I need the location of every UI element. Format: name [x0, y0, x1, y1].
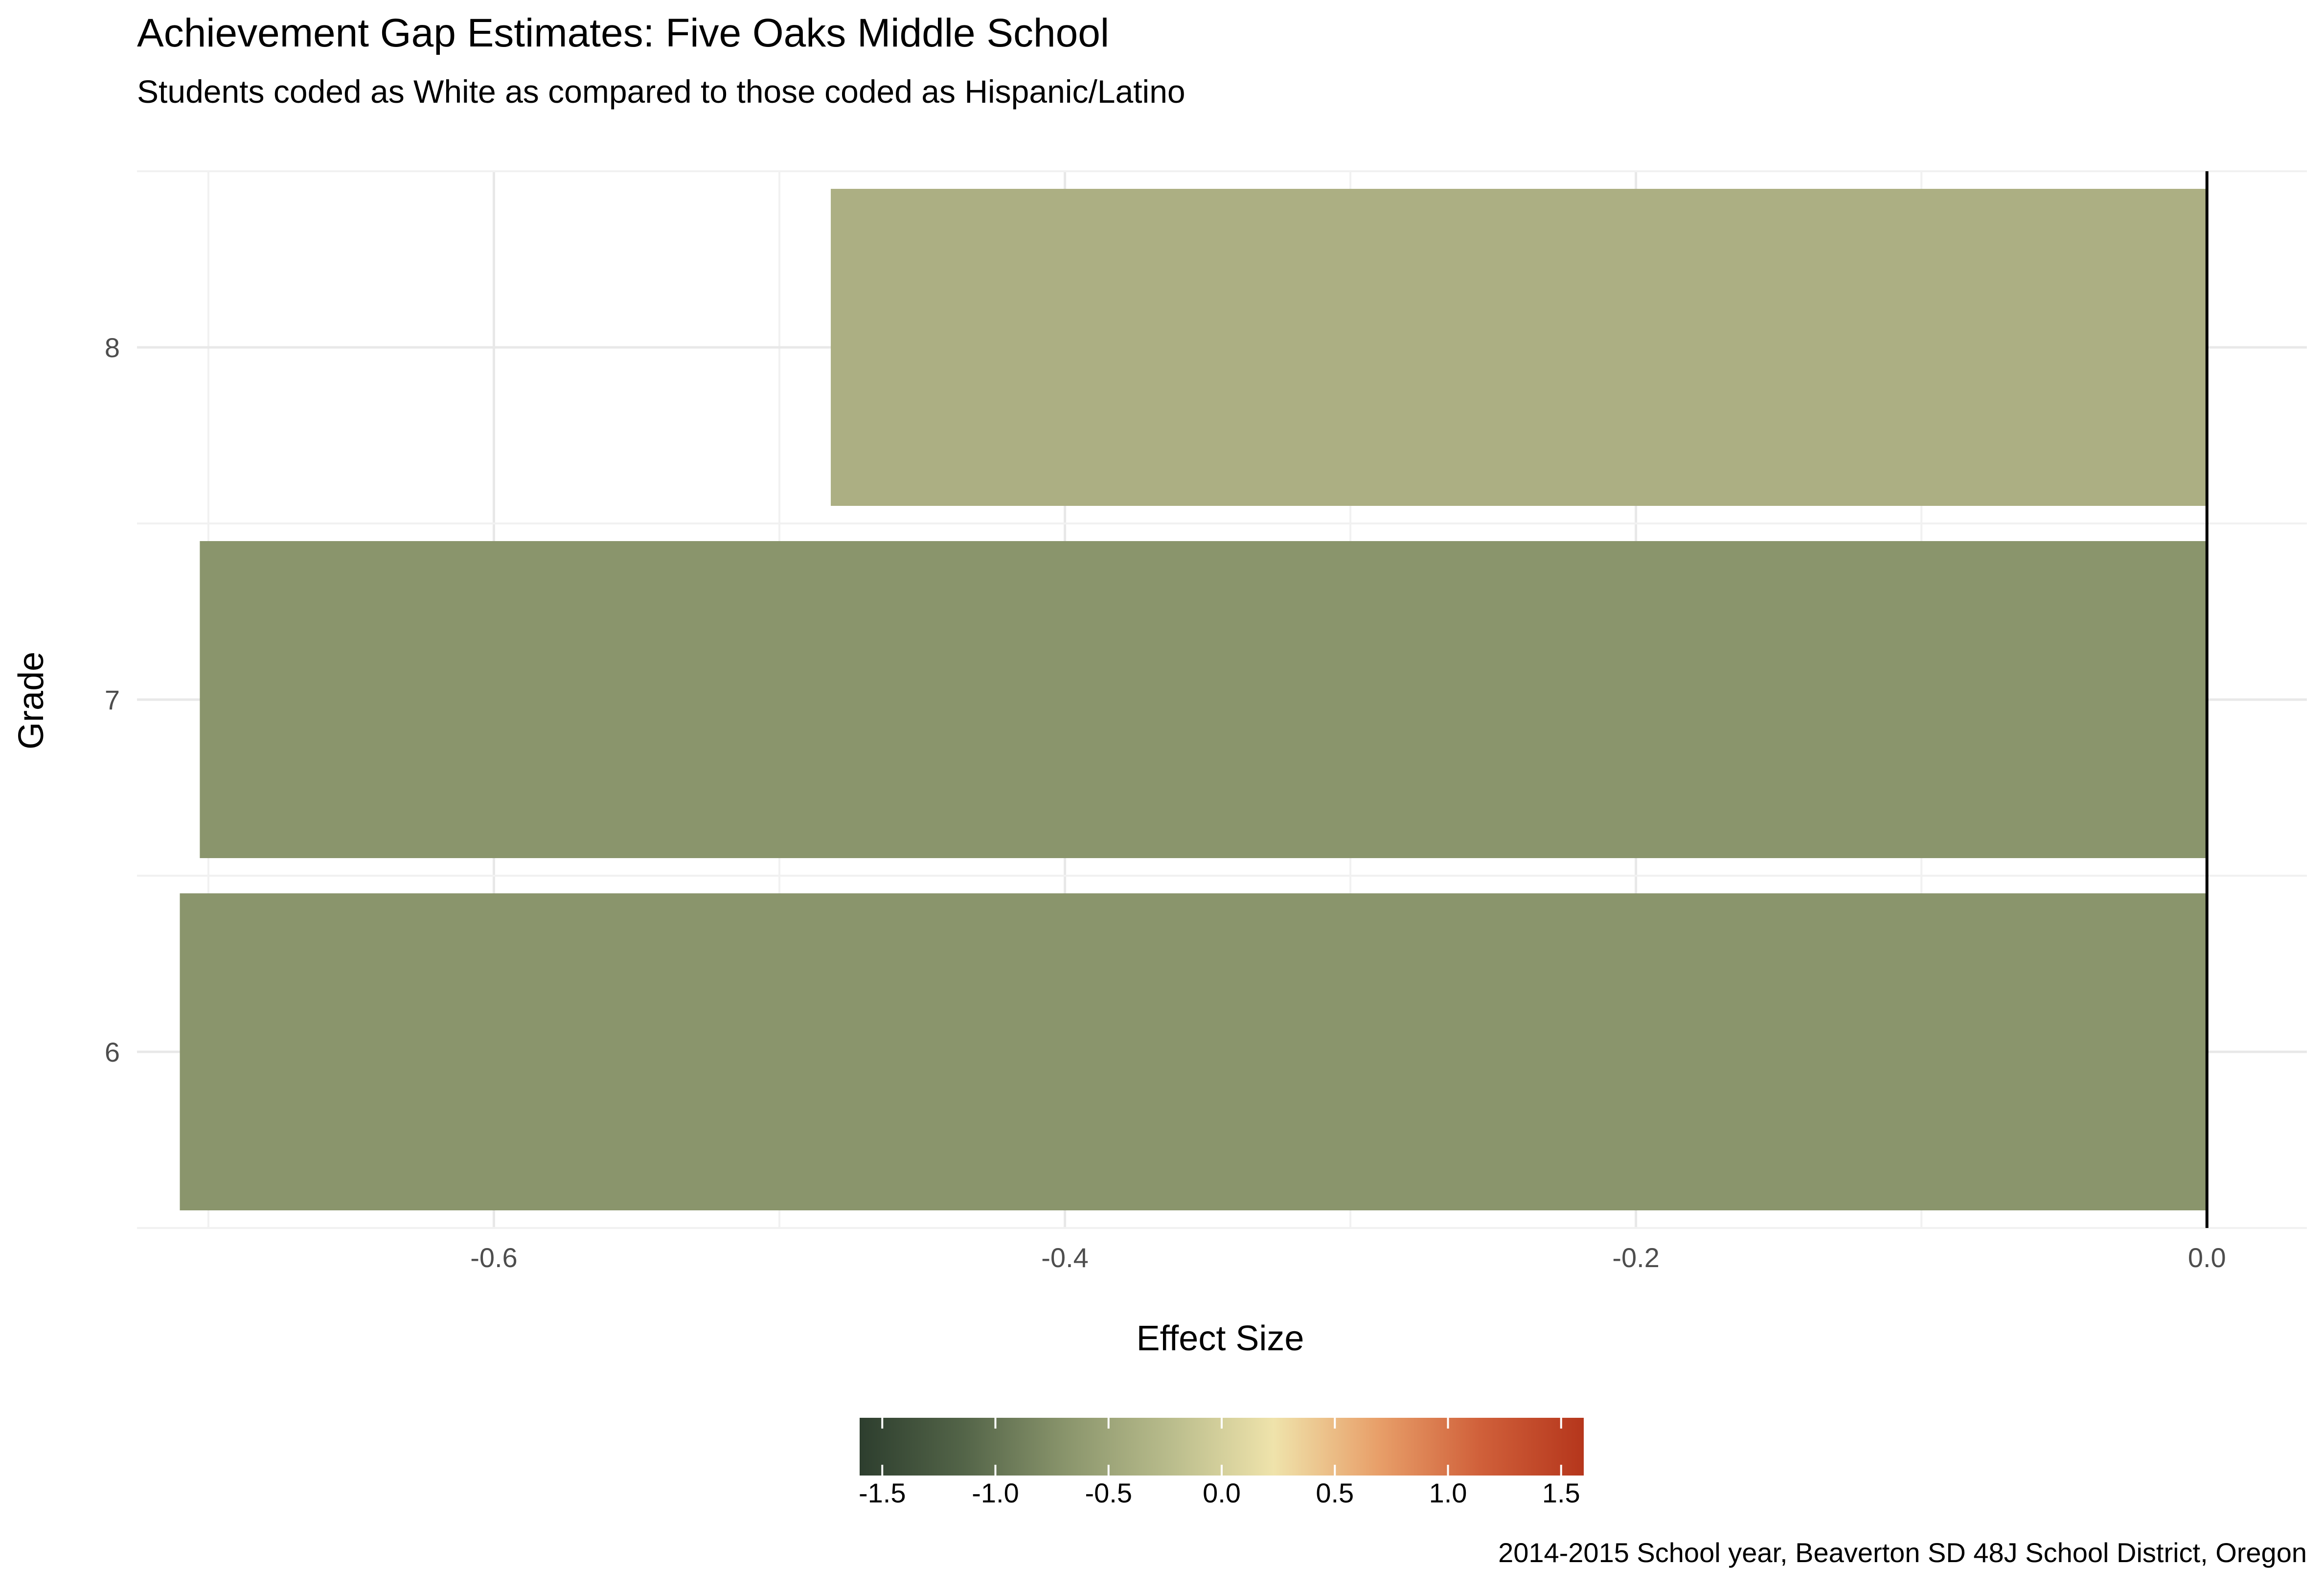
x-tick-label: -0.4: [1041, 1242, 1089, 1273]
x-tick-label: -0.2: [1612, 1242, 1660, 1273]
bars: [180, 189, 2207, 1210]
colorbar-tick-label: 0.0: [1203, 1477, 1241, 1508]
colorbar-tick-label: 1.0: [1429, 1477, 1467, 1508]
colorbar-tick-label: -1.0: [972, 1477, 1019, 1508]
bar-grade-6: [180, 893, 2207, 1210]
y-tick-label: 7: [105, 684, 120, 715]
colorbar-tick-label: -1.5: [859, 1477, 906, 1508]
colorbar-tick-label: 0.5: [1316, 1477, 1354, 1508]
x-axis-title: Effect Size: [1137, 1319, 1304, 1358]
y-tick-label: 6: [105, 1037, 120, 1068]
colorbar-legend: -1.5 -1.0 -0.5 0.0 0.5 1.0 1.5: [859, 1418, 1584, 1508]
chart-subtitle: Students coded as White as compared to t…: [137, 73, 1185, 110]
colorbar-tick-label: -0.5: [1085, 1477, 1133, 1508]
y-tick-label: 8: [105, 332, 120, 363]
colorbar-tick-label: 1.5: [1542, 1477, 1580, 1508]
y-tick-labels: 6 7 8: [105, 332, 120, 1068]
y-axis-title: Grade: [12, 652, 51, 750]
bar-grade-7: [200, 541, 2207, 858]
chart-caption: 2014-2015 School year, Beaverton SD 48J …: [1498, 1537, 2307, 1568]
chart-title: Achievement Gap Estimates: Five Oaks Mid…: [137, 11, 1109, 55]
bar-grade-8: [831, 189, 2207, 506]
x-tick-labels: -0.6 -0.4 -0.2 0.0: [470, 1242, 2226, 1273]
x-tick-label: 0.0: [2188, 1242, 2226, 1273]
x-tick-label: -0.6: [470, 1242, 518, 1273]
colorbar-ticks: -1.5 -1.0 -0.5 0.0 0.5 1.0 1.5: [859, 1418, 1580, 1508]
